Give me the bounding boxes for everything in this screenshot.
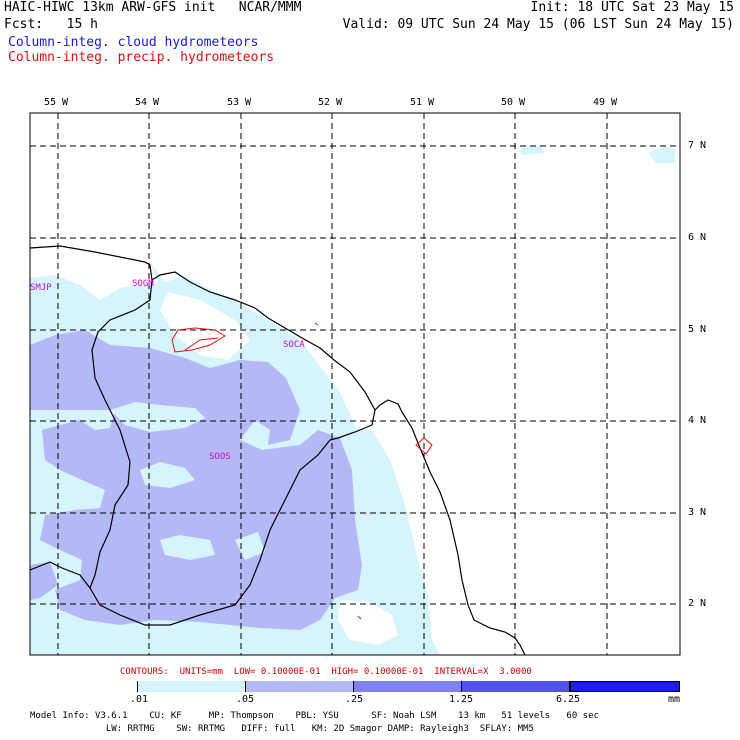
- border-fguiana-brazil: [329, 409, 376, 441]
- precip-contour-3: [314, 322, 319, 326]
- cloud-field-medium-hole2: [140, 462, 195, 488]
- cloud-field-gap-3: [338, 600, 398, 645]
- cloud-field-light-ne1: [520, 146, 545, 155]
- cloud-field-gap: [30, 262, 158, 300]
- station-label-soca: SOCA: [283, 340, 305, 350]
- colorbar-tick-0.05: .05: [236, 694, 255, 705]
- colorbar-units: mm: [668, 694, 681, 705]
- precip-contour-4: [357, 615, 362, 620]
- colorbar-bin-1: [138, 681, 246, 692]
- cloud-field-medium-hole4: [235, 532, 265, 560]
- border-suriname-guyana: [30, 279, 153, 590]
- lon-label-49w: 49 W: [593, 97, 618, 108]
- colorbar-bin-5: [570, 681, 680, 692]
- model-title: HAIC-HIWC 13km ARW-GFS init NCAR/MMM: [4, 0, 302, 15]
- station-label-sogm: SOGM: [132, 279, 154, 289]
- colorbar-tick-1.25: 1.25: [449, 694, 474, 705]
- colorbar-tick-6.25: 6.25: [556, 694, 581, 705]
- border-suriname-fguiana: [89, 439, 331, 626]
- field-label-cloud: Column-integ. cloud hydrometeors: [8, 35, 259, 50]
- colorbar-bin-0: [30, 681, 138, 692]
- forecast-hour: Fcst: 15 h: [4, 17, 98, 32]
- cloud-field-light-ne2: [648, 146, 676, 163]
- lat-label-5n: 5 N: [688, 324, 707, 335]
- lon-label-54w: 54 W: [135, 97, 160, 108]
- station-label-smjp: SMJP: [30, 283, 52, 293]
- colorbar-bin-3: [354, 681, 462, 692]
- colorbar-tick-0.25: .25: [345, 694, 364, 705]
- map-frame: [29, 112, 681, 656]
- precip-contour-1: [171, 327, 226, 353]
- lat-label-2n: 2 N: [688, 598, 707, 609]
- lon-label-52w: 52 W: [318, 97, 343, 108]
- precip-contour-2: [415, 437, 433, 455]
- colorbar-bin-2: [246, 681, 354, 692]
- precip-contour-1b: [184, 337, 219, 351]
- field-label-precip: Column-integ. precip. hydrometeors: [8, 50, 275, 65]
- cloud-field-medium: [30, 330, 362, 630]
- contour-info: CONTOURS: UNITS=mm LOW= 0.10000E-01 HIGH…: [120, 667, 532, 677]
- valid-time: Valid: 09 UTC Sun 24 May 15 (06 LST Sun …: [342, 17, 734, 32]
- coastline: [30, 245, 526, 655]
- lat-label-3n: 3 N: [688, 507, 707, 518]
- colorbar-tick-0.01: .01: [130, 694, 149, 705]
- lon-label-53w: 53 W: [227, 97, 252, 108]
- lon-label-55w: 55 W: [44, 97, 69, 108]
- cloud-field-medium-hole3: [160, 535, 215, 560]
- cloud-field-gap-2: [160, 292, 250, 360]
- init-time: Init: 18 UTC Sat 23 May 15: [530, 0, 735, 15]
- lat-label-6n: 6 N: [688, 232, 707, 243]
- station-label-soos: SOOS: [209, 452, 231, 462]
- lat-label-4n: 4 N: [688, 415, 707, 426]
- colorbar-bin-4: [462, 681, 570, 692]
- lon-label-51w: 51 W: [410, 97, 435, 108]
- lat-label-7n: 7 N: [688, 140, 707, 151]
- cloud-field-sw: [30, 562, 58, 600]
- cloud-field-medium-hole1: [110, 402, 205, 432]
- model-info: Model Info: V3.6.1 CU: KF MP: Thompson P…: [30, 711, 599, 721]
- model-physics: LW: RRTMG SW: RRTMG DIFF: full KM: 2D Sm…: [30, 724, 534, 734]
- lon-label-50w: 50 W: [501, 97, 526, 108]
